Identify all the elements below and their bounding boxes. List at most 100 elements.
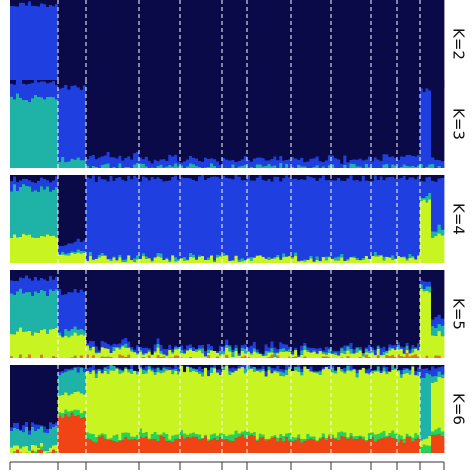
sample-bar-segment [156, 367, 160, 368]
sample-bar-segment [255, 177, 260, 256]
sample-bar-segment [388, 0, 392, 85]
sample-bar-segment [153, 175, 157, 179]
sample-bar-segment [46, 450, 50, 453]
sample-bar-segment [124, 368, 128, 433]
sample-bar-segment [52, 290, 56, 329]
sample-bar-segment [394, 175, 398, 179]
sample-bar-segment [118, 176, 122, 255]
sample-bar-segment [183, 0, 187, 89]
sample-bar-segment [144, 370, 149, 374]
sample-bar-segment [210, 80, 214, 159]
sample-bar-segment [207, 257, 211, 260]
sample-bar-segment [49, 175, 53, 183]
sample-bar-segment [270, 158, 274, 167]
sample-bar-segment [346, 350, 350, 357]
sample-bar-segment [346, 365, 350, 371]
sample-bar-segment [106, 343, 110, 349]
sample-bar-segment [371, 347, 375, 350]
sample-bar-segment [156, 256, 160, 263]
sample-bar-segment [309, 366, 313, 372]
sample-bar-segment [255, 255, 260, 263]
sample-bar-segment [405, 260, 409, 263]
sample-bar-segment [373, 256, 378, 263]
sample-bar-segment [237, 353, 242, 356]
sample-bar-segment [46, 175, 50, 181]
sample-bar-segment [207, 441, 211, 453]
sample-bar-segment [249, 345, 254, 353]
sample-bar-segment [388, 175, 392, 178]
sample-bar-segment [388, 347, 392, 351]
sample-bar-segment [397, 255, 401, 263]
sample-bar-segment [303, 356, 307, 358]
sample-bar-segment [399, 0, 404, 88]
sample-bar-segment [327, 357, 332, 358]
sample-bar-segment [294, 252, 298, 256]
sample-bar-segment [100, 165, 105, 168]
sample-bar-segment [49, 191, 53, 236]
sample-bar-segment [394, 357, 398, 358]
sample-bar-segment [385, 437, 389, 453]
sample-bar-segment [16, 0, 20, 7]
sample-bar-segment [397, 354, 401, 358]
sample-bar-segment [294, 350, 298, 357]
sample-bar-segment [46, 180, 50, 187]
sample-bar-segment [192, 371, 196, 433]
sample-bar-segment [19, 175, 23, 181]
sample-bar-segment [49, 82, 53, 97]
sample-bar-segment [49, 80, 53, 83]
sample-bar-segment [70, 412, 74, 453]
sample-bar-segment [124, 157, 128, 167]
sample-bar-segment [58, 412, 62, 416]
sample-bar-segment [382, 180, 386, 257]
sample-bar-segment [118, 347, 122, 350]
sample-bar-segment [64, 392, 68, 410]
sample-bar-segment [346, 345, 350, 347]
k-label: K=6 [450, 393, 468, 425]
sample-bar-segment [210, 163, 214, 168]
sample-bar-segment [355, 369, 360, 373]
sample-bar-segment [282, 0, 286, 85]
sample-bar-segment [109, 352, 113, 358]
sample-bar-segment [411, 437, 415, 442]
sample-bar-segment [198, 255, 202, 257]
sample-bar-segment [324, 260, 329, 263]
sample-bar-segment [331, 155, 335, 165]
sample-bar-segment [195, 351, 199, 358]
sample-bar-segment [349, 0, 353, 85]
sample-bar-segment [437, 323, 442, 332]
sample-bar-segment [70, 365, 74, 369]
sample-bar-segment [352, 369, 357, 437]
x-baseline [9, 461, 445, 470]
sample-bar-segment [309, 270, 313, 348]
sample-bar-segment [70, 85, 74, 159]
sample-bar-segment [22, 0, 26, 3]
sample-bar-segment [40, 3, 44, 89]
sample-bar-segment [177, 374, 181, 435]
sample-bar-segment [385, 435, 389, 438]
sample-bar-segment [61, 294, 65, 337]
sample-bar-segment [294, 356, 298, 358]
sample-bar-segment [321, 352, 326, 354]
sample-bar-segment [337, 355, 341, 358]
sample-bar-segment [86, 0, 90, 88]
sample-bar-segment [40, 289, 44, 330]
sample-bar-segment [420, 180, 424, 199]
sample-bar-segment [67, 255, 71, 263]
sample-bar-segment [168, 441, 172, 453]
sample-bar-segment [103, 342, 108, 349]
sample-bar-segment [312, 0, 317, 88]
sample-bar-segment [201, 161, 205, 168]
sample-bar-segment [431, 431, 435, 435]
sample-bar-segment [273, 258, 277, 263]
sample-bar-segment [139, 258, 143, 263]
sample-bar-segment [225, 439, 229, 453]
sample-bar-segment [414, 347, 418, 349]
sample-bar-segment [411, 270, 415, 345]
sample-bar-segment [162, 365, 166, 367]
sample-bar-segment [189, 349, 193, 358]
sample-bar-segment [198, 350, 202, 358]
sample-bar-segment [264, 180, 268, 259]
sample-bar-segment [437, 165, 442, 168]
sample-bar-segment [121, 365, 125, 371]
sample-bar-segment [118, 349, 122, 355]
